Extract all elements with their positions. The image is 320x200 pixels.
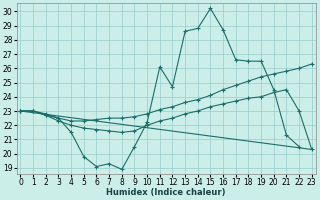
- X-axis label: Humidex (Indice chaleur): Humidex (Indice chaleur): [106, 188, 226, 197]
